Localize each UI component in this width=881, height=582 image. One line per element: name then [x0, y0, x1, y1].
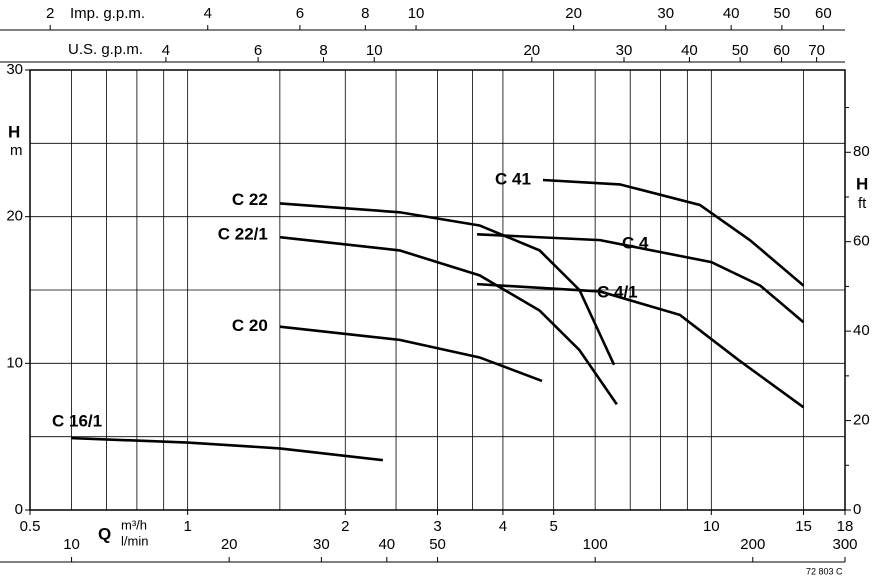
x-tick-label: 5: [550, 518, 558, 535]
top-tick-label: 6: [254, 42, 262, 59]
y-axis-label: H: [8, 122, 20, 141]
y2-tick-label: 0: [853, 501, 861, 518]
top-tick-label: 40: [723, 5, 740, 22]
x-tick-label: 2: [341, 518, 349, 535]
x-tick-label: 0.5: [20, 518, 41, 535]
bottom-tick-label: 100: [583, 536, 608, 553]
y2-axis-unit: ft: [858, 195, 867, 212]
y2-tick-label: 80: [853, 143, 870, 160]
y-tick-label: 30: [6, 61, 23, 78]
x-tick-label: 1: [183, 518, 191, 535]
curve: [279, 235, 618, 406]
series-label: C 4: [622, 234, 649, 253]
series-label: C 16/1: [52, 412, 102, 431]
top-tick-label: 50: [774, 5, 791, 22]
x2-axis-unit: l/min: [121, 533, 148, 548]
bottom-tick-label: 40: [378, 536, 395, 553]
bottom-tick-label: 30: [313, 536, 330, 553]
top-tick-label: 70: [808, 42, 825, 59]
series-label: C 20: [232, 316, 268, 335]
top-tick-label: 60: [773, 42, 790, 59]
curve: [476, 282, 805, 409]
top-tick-label: 4: [162, 42, 170, 59]
axis-label: Imp. g.p.m.: [70, 5, 145, 22]
x-tick-label: 3: [433, 518, 441, 535]
top-tick-label: 40: [681, 42, 698, 59]
y2-tick-label: 40: [853, 322, 870, 339]
curve: [542, 178, 805, 287]
top-tick-label: 10: [408, 5, 425, 22]
series-label: C 22/1: [218, 225, 268, 244]
top-tick-label: 4: [204, 5, 212, 22]
y2-tick-label: 20: [853, 412, 870, 429]
x-tick-label: 15: [795, 518, 812, 535]
series-label: C 41: [495, 169, 531, 188]
series-label: C 4/1: [597, 282, 638, 301]
top-tick-label: 30: [616, 42, 633, 59]
curve: [477, 232, 805, 324]
top-tick-label: 8: [361, 5, 369, 22]
top-tick-label: 8: [319, 42, 327, 59]
y-tick-label: 20: [6, 208, 23, 225]
x-tick-label: 4: [499, 518, 507, 535]
x-tick-label: 10: [703, 518, 720, 535]
top-tick-label: 6: [296, 5, 304, 22]
top-tick-label: 50: [732, 42, 749, 59]
bottom-tick-label: 200: [740, 536, 765, 553]
y-axis-unit: m: [10, 142, 23, 159]
top-tick-label: 60: [815, 5, 832, 22]
top-tick-label: 20: [523, 42, 540, 59]
y2-axis-label: H: [856, 174, 868, 193]
x-axis-label: Q: [98, 524, 111, 543]
bottom-tick-label: 10: [63, 536, 80, 553]
curve: [279, 202, 616, 366]
bottom-tick-label: 300: [832, 536, 857, 553]
curve: [279, 325, 543, 383]
top-tick-label: 20: [565, 5, 582, 22]
curve: [71, 436, 384, 462]
axis-label: U.S. g.p.m.: [68, 41, 143, 58]
bottom-tick-label: 50: [429, 536, 446, 553]
y2-tick-label: 60: [853, 233, 870, 250]
top-tick-label: 10: [366, 42, 383, 59]
y-tick-label: 0: [15, 501, 23, 518]
top-tick-label: 30: [657, 5, 674, 22]
series-label: C 22: [232, 190, 268, 209]
top-tick-label: 2: [46, 5, 54, 22]
code: 72 803 C: [806, 566, 843, 576]
x-tick-label: 18: [837, 518, 854, 535]
x-axis-unit: m³/h: [121, 517, 147, 532]
bottom-tick-label: 20: [221, 536, 238, 553]
y-tick-label: 10: [6, 354, 23, 371]
